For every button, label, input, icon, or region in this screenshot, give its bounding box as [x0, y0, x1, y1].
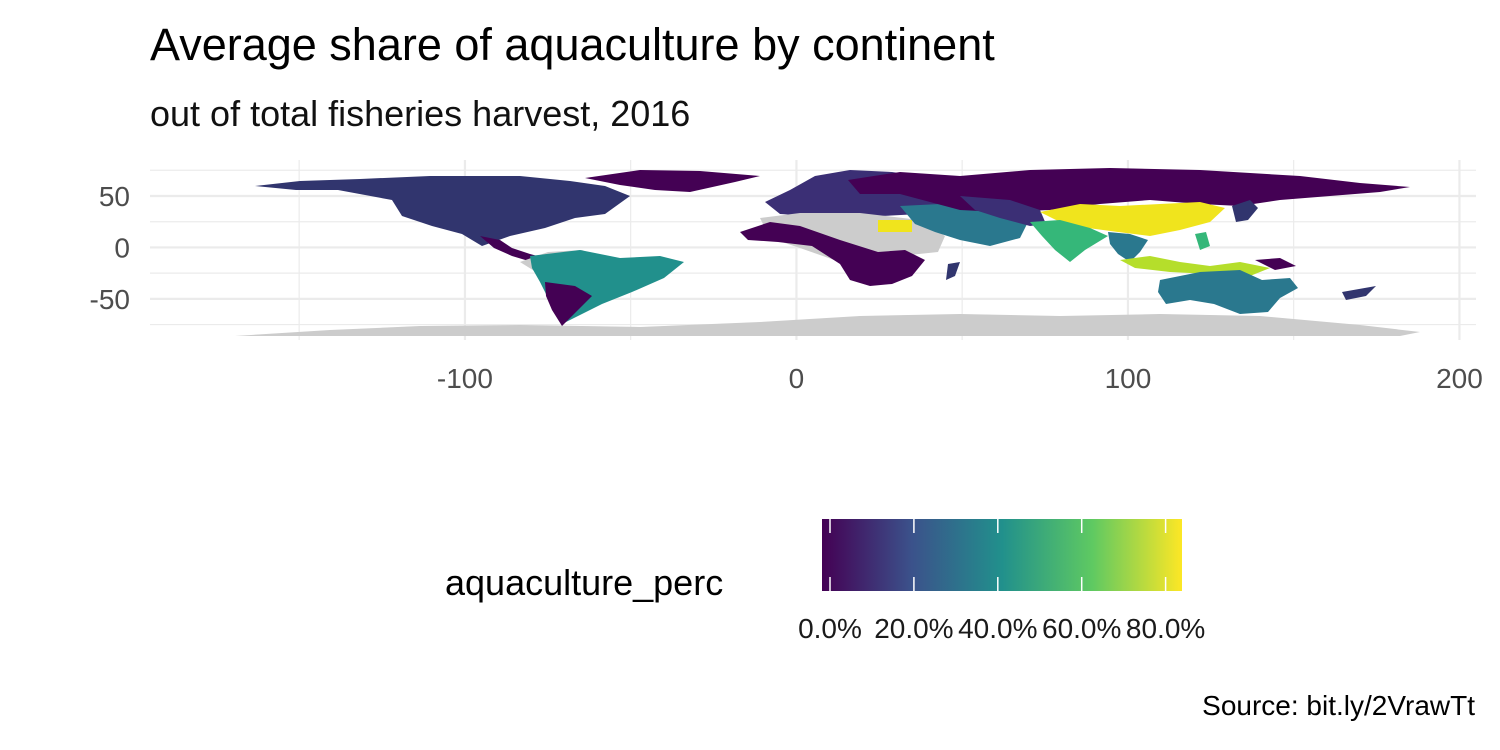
- legend-tick-label: 20.0%: [874, 613, 953, 644]
- legend-ticks: 0.0% 20.0% 40.0% 60.0% 80.0%: [798, 519, 1205, 644]
- source-caption: Source: bit.ly/2VrawTt: [1202, 690, 1475, 721]
- y-tick-label: 50: [99, 181, 130, 212]
- region-new-zealand: [1342, 286, 1376, 300]
- y-tick-label: -50: [90, 284, 130, 315]
- x-tick-label: 0: [789, 363, 805, 394]
- region-central-asia: [960, 196, 1046, 226]
- x-tick-label: 200: [1436, 363, 1483, 394]
- legend-tick-label: 60.0%: [1042, 613, 1121, 644]
- x-axis-ticks: -100 0 100 200: [437, 363, 1483, 394]
- region-australia: [1158, 270, 1298, 314]
- x-tick-label: 100: [1105, 363, 1152, 394]
- chart-subtitle: out of total fisheries harvest, 2016: [150, 93, 691, 134]
- region-antarctica: [235, 314, 1420, 336]
- color-legend: 0.0% 20.0% 40.0% 60.0% 80.0%: [798, 519, 1205, 644]
- region-philippines: [1195, 232, 1210, 250]
- legend-tick-label: 0.0%: [798, 613, 862, 644]
- y-tick-label: 0: [114, 232, 130, 263]
- legend-tick-label: 80.0%: [1126, 613, 1205, 644]
- land-layer: [235, 168, 1420, 336]
- region-greenland: [585, 170, 760, 192]
- chart-title: Average share of aquaculture by continen…: [150, 19, 995, 70]
- region-madagascar: [946, 262, 960, 280]
- region-argentina: [545, 282, 592, 326]
- x-tick-label: -100: [437, 363, 493, 394]
- region-south-asia: [1030, 220, 1108, 262]
- region-egypt: [878, 220, 912, 232]
- y-axis-ticks: 50 0 -50: [90, 181, 130, 315]
- region-africa: [740, 222, 925, 286]
- region-central-america: [480, 236, 545, 262]
- legend-tick-label: 40.0%: [958, 613, 1037, 644]
- region-se-asia: [1108, 232, 1148, 262]
- region-papua: [1255, 258, 1296, 270]
- region-north-america: [255, 176, 630, 246]
- region-japan: [1232, 200, 1258, 222]
- legend-colorbar: [822, 519, 1182, 591]
- legend-title: aquaculture_perc: [445, 562, 724, 603]
